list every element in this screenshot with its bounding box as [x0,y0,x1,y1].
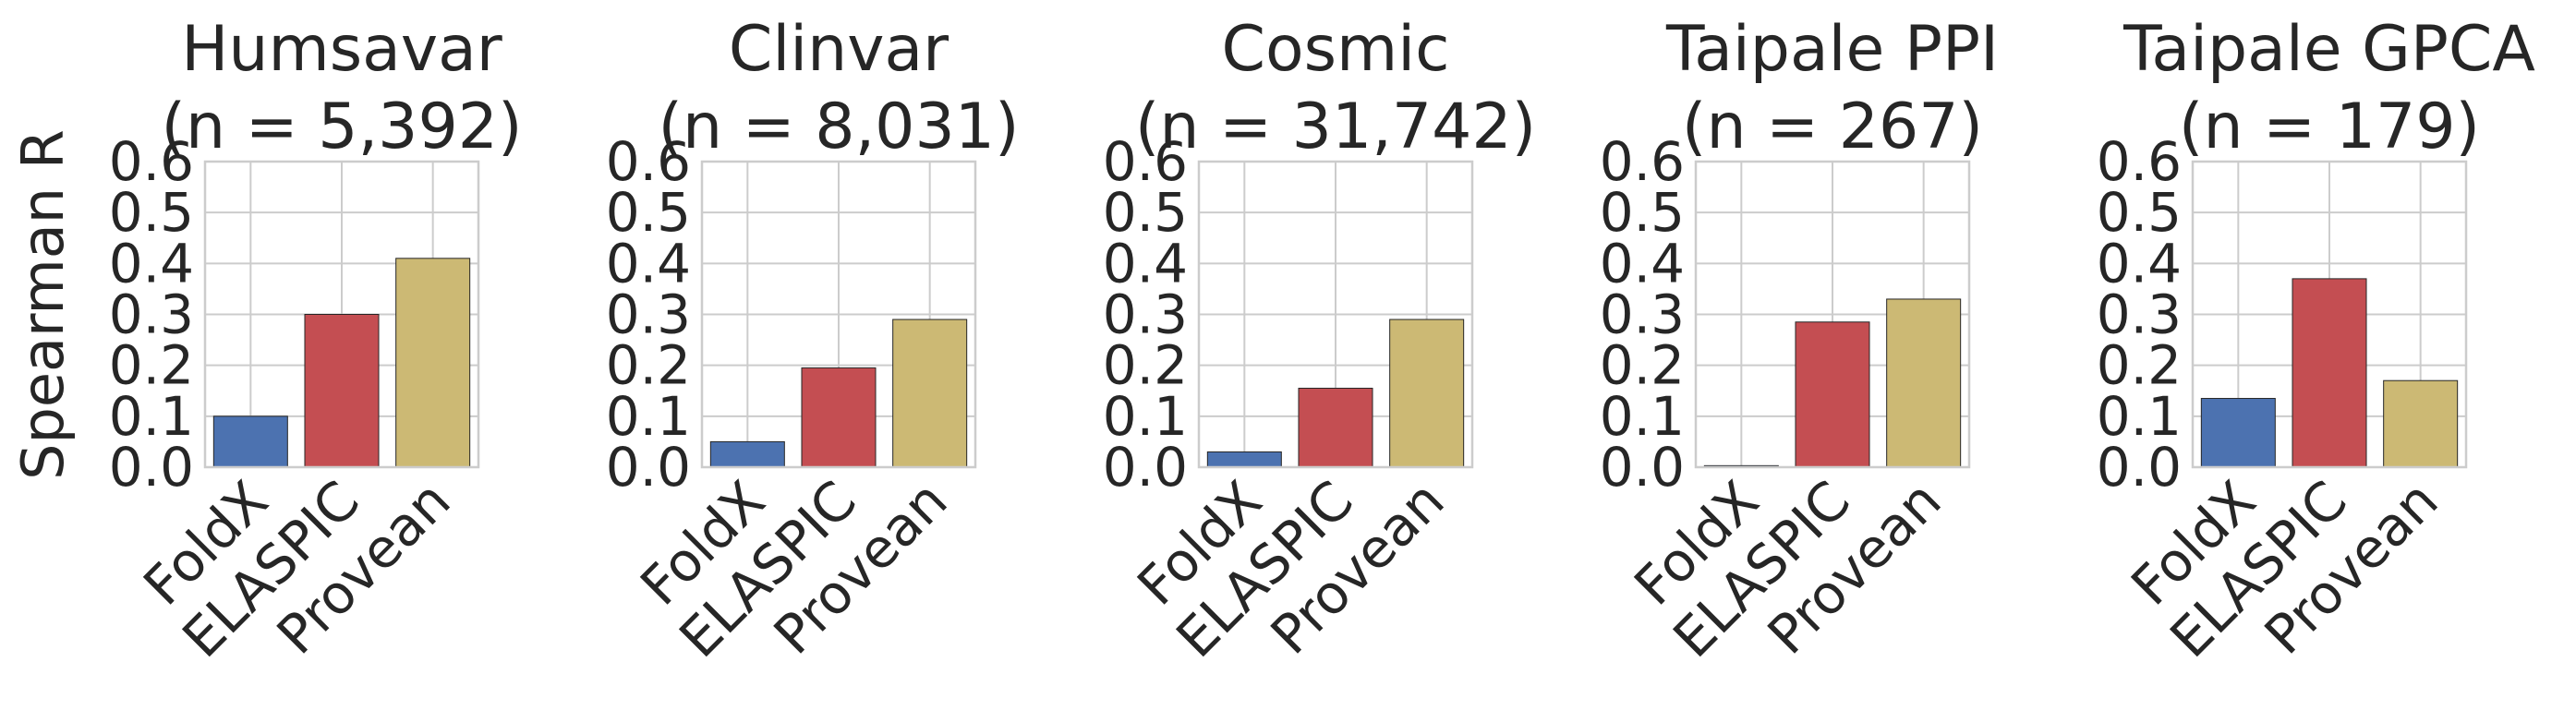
bar [212,415,288,468]
y-tick-label: 0.0 [1103,436,1188,499]
chart-panels: Humsavar(n = 5,392)0.00.10.20.30.40.50.6… [109,13,2535,669]
plot-frame [1694,160,1971,469]
plot-frame [2191,160,2468,469]
y-tick-label: 0.5 [2097,181,2182,244]
chart-panel: Clinvar(n = 8,031)0.00.10.20.30.40.50.6F… [606,13,1020,669]
y-tick-label: 0.2 [109,334,194,397]
y-tick-label: 0.6 [2097,130,2182,193]
chart-panel: Humsavar(n = 5,392) 0.00.10.20.30.40.50.6… [109,13,523,669]
y-tick-label: 0.6 [1600,130,1685,193]
chart-panel: Taipale PPI(n = 267) 0.00.10.20.30.40.50.… [1600,13,1999,669]
bar [709,440,785,468]
y-tick-label: 0.1 [1103,385,1188,448]
y-tick-label: 0.2 [1103,334,1188,397]
panel-subtitle: (n = 179) [2179,90,2480,163]
chart-panel: Taipale GPCA(n = 179) 0.00.10.20.30.40.50… [2097,13,2535,669]
panel-subtitle: (n = 5,392) [161,90,522,163]
y-tick-label: 0.6 [606,130,691,193]
y-tick-label: 0.4 [606,232,691,295]
bar [1389,319,1465,468]
panel-subtitle: (n = 267) [1682,90,1983,163]
y-tick-label: 0.3 [1600,283,1685,346]
panel-title: Humsavar [181,13,502,86]
y-tick-label: 0.5 [1103,181,1188,244]
y-tick-label: 0.0 [1600,436,1685,499]
panel-title: Taipale PPI [1665,13,1999,86]
plot-frame [1197,160,1474,469]
y-tick-label: 0.3 [606,283,691,346]
y-tick-label: 0.6 [1103,130,1188,193]
panel-title: Taipale GPCA [2122,13,2535,86]
y-tick-label: 0.1 [109,385,194,448]
panel-subtitle: (n = 31,742) [1135,90,1536,163]
bar [2200,398,2276,468]
y-tick-label: 0.0 [2097,436,2182,499]
panel-subtitle: (n = 8,031) [658,90,1019,163]
bar [1886,298,1962,468]
y-tick-label: 0.5 [1600,181,1685,244]
y-tick-label: 0.4 [2097,232,2182,295]
y-tick-label: 0.0 [606,436,691,499]
y-tick-label: 0.2 [606,334,691,397]
panel-title: Cosmic [1221,13,1449,86]
y-tick-label: 0.5 [606,181,691,244]
bar [2292,278,2367,468]
y-tick-label: 0.1 [606,385,691,448]
bar [801,367,877,468]
y-tick-label: 0.2 [1600,334,1685,397]
panel-title: Clinvar [729,13,949,86]
plot-frame [700,160,977,469]
y-tick-label: 0.4 [1103,232,1188,295]
chart-panel: Cosmic(n = 31,742)0.00.10.20.30.40.50.6F… [1103,13,1536,669]
y-tick-label: 0.5 [109,181,194,244]
bar [2383,379,2459,468]
bar [395,258,471,468]
y-tick-label: 0.0 [109,436,194,499]
y-tick-label: 0.2 [2097,334,2182,397]
y-tick-label: 0.1 [2097,385,2182,448]
y-tick-label: 0.1 [1600,385,1685,448]
bar [1206,451,1282,468]
bar [892,319,968,468]
bar [1795,321,1870,468]
y-axis-label: Spearman R [9,129,77,480]
y-tick-label: 0.6 [109,130,194,193]
plot-frame [203,160,480,469]
y-tick-label: 0.4 [109,232,194,295]
y-tick-label: 0.4 [1600,232,1685,295]
bar [1298,387,1373,468]
y-tick-label: 0.3 [2097,283,2182,346]
bar [304,314,380,468]
y-tick-label: 0.3 [109,283,194,346]
y-tick-label: 0.3 [1103,283,1188,346]
